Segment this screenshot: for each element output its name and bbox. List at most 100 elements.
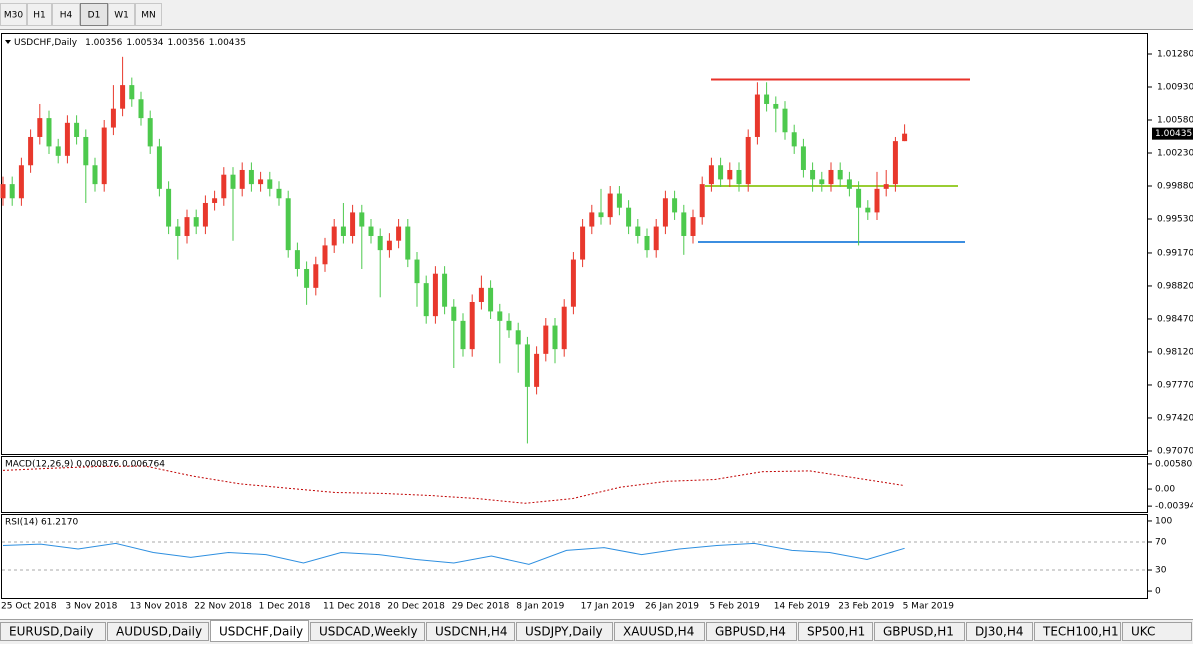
timeframe-button[interactable]: [27, 3, 52, 26]
y-tick-label: 0.97770: [1157, 380, 1193, 390]
candle-body: [810, 169, 816, 180]
x-tick-label: 11 Dec 2018: [323, 602, 381, 612]
current-price-label: 1.00435: [1155, 129, 1192, 139]
y-tick-label: 0.00: [1155, 485, 1175, 495]
candle-body: [754, 94, 760, 137]
candle-body: [708, 165, 714, 185]
candle-body: [221, 174, 227, 199]
timeframe-label[interactable]: H1: [33, 11, 46, 21]
chart-tab-label[interactable]: DJ30,H4: [975, 625, 1024, 639]
candle-body: [138, 99, 144, 119]
candle-body: [497, 311, 503, 321]
y-tick-label: 0.005802: [1155, 459, 1193, 469]
chart-tab[interactable]: [210, 620, 309, 642]
candle-body: [883, 184, 889, 189]
menu-arrow[interactable]: [5, 40, 11, 44]
chart-tab[interactable]: [1122, 622, 1192, 641]
chart-tab-label[interactable]: EURUSD,Daily: [9, 625, 94, 639]
chart-tab[interactable]: [798, 622, 873, 641]
y-tick-label: -0.003945: [1155, 502, 1193, 512]
chart-tab-label[interactable]: XAUUSD,H4: [623, 625, 694, 639]
timeframe-label[interactable]: MN: [141, 11, 156, 21]
x-tick-label: 5 Mar 2019: [903, 602, 955, 612]
timeframe-button[interactable]: [0, 3, 27, 26]
indicator-line: [2, 465, 905, 504]
chart-tab-label[interactable]: TECH100,H1: [1042, 625, 1119, 639]
candle-body: [239, 169, 245, 189]
x-tick-label: 13 Nov 2018: [130, 602, 188, 612]
chart-tab-label[interactable]: USDJPY,Daily: [525, 625, 603, 639]
chart-tab[interactable]: [874, 622, 965, 641]
chart-tab-label[interactable]: GBPUSD,H4: [715, 625, 786, 639]
chart-tab-label[interactable]: USDCHF,Daily: [219, 625, 303, 639]
timeframe-button[interactable]: [108, 3, 135, 26]
x-tick-label: 14 Feb 2019: [774, 602, 830, 612]
y-tick-label: 70: [1155, 537, 1167, 547]
candle-body: [83, 136, 89, 166]
chart-tab-label[interactable]: USDCNH,H4: [435, 625, 508, 639]
candle-body: [147, 118, 153, 147]
chart-tab-label[interactable]: SP500,H1: [807, 625, 865, 639]
chart-tab[interactable]: [1034, 622, 1121, 641]
chart-tab[interactable]: [426, 622, 515, 641]
chart-tab[interactable]: [706, 622, 797, 641]
candle-body: [156, 146, 162, 189]
candle-body: [626, 207, 632, 227]
timeframe-label[interactable]: M30: [4, 11, 23, 21]
candle-body: [506, 320, 512, 331]
candle-body: [74, 122, 80, 137]
candle-body: [28, 136, 34, 166]
chart-header: USDCHF,Daily 1.00356 1.00534 1.00356 1.00435: [14, 38, 246, 48]
y-tick-label: 0.99530: [1157, 215, 1193, 225]
chart-tab-label[interactable]: AUDUSD,Daily: [116, 625, 202, 639]
chart-tab[interactable]: [310, 622, 425, 641]
y-tick-label: 1.00930: [1157, 82, 1193, 92]
timeframe-label[interactable]: D1: [88, 11, 101, 21]
chart-tab[interactable]: [107, 622, 209, 641]
candle-body: [745, 136, 751, 185]
candle-body: [589, 212, 595, 227]
chart-tab[interactable]: [516, 622, 613, 641]
candle-body: [322, 245, 328, 265]
candle-body: [616, 193, 622, 208]
candle-body: [294, 250, 300, 269]
y-tick-label: 1.00580: [1157, 115, 1193, 125]
candle-body: [340, 226, 346, 236]
candle-body: [736, 169, 742, 185]
candle-body: [662, 198, 668, 227]
candle-body: [488, 287, 494, 312]
x-tick-label: 3 Nov 2018: [65, 602, 117, 612]
candle-body: [653, 226, 659, 251]
timeframe-button[interactable]: [80, 3, 108, 26]
candle-body: [55, 146, 61, 156]
candle-body: [405, 226, 411, 260]
chart-tab-label[interactable]: GBPUSD,H1: [883, 625, 954, 639]
x-tick-label: 8 Jan 2019: [516, 602, 564, 612]
candle-body: [101, 127, 107, 185]
chart-tab-label[interactable]: USDCAD,Weekly: [319, 625, 418, 639]
timeframe-label[interactable]: H4: [60, 11, 73, 21]
timeframe-button[interactable]: [135, 3, 162, 26]
candle-body: [442, 273, 448, 307]
chart-tab[interactable]: [0, 622, 106, 641]
candle-body: [699, 184, 705, 218]
chart-tab[interactable]: [614, 622, 705, 641]
candle-body: [276, 188, 282, 199]
candle-body: [377, 235, 383, 251]
x-tick-label: 22 Nov 2018: [194, 602, 252, 612]
x-tick-label: 17 Jan 2019: [581, 602, 635, 612]
candle-body: [304, 268, 310, 288]
candle-body: [451, 306, 457, 321]
candle-body: [672, 198, 678, 213]
candle-body: [791, 132, 797, 147]
chart-tab-label[interactable]: UKC: [1131, 625, 1155, 639]
timeframe-button[interactable]: [52, 3, 80, 26]
timeframe-label[interactable]: W1: [114, 11, 129, 21]
candle-body: [396, 226, 402, 241]
candle-body: [285, 198, 291, 251]
candle-body: [432, 273, 438, 317]
candle-body: [9, 184, 15, 199]
candle-body: [846, 179, 852, 189]
candle-body: [524, 344, 530, 387]
chart-tab[interactable]: [966, 622, 1033, 641]
